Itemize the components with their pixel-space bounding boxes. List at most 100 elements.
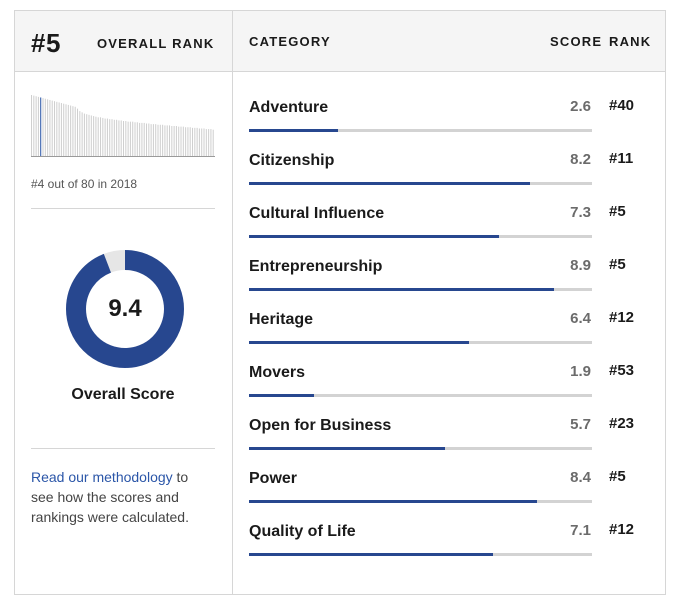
category-label: Movers xyxy=(249,364,306,381)
sparkline-bar xyxy=(178,126,180,157)
sparkline-bar xyxy=(54,101,56,157)
sparkline-bar xyxy=(118,120,120,157)
category-rank: #5 xyxy=(609,203,626,220)
category-label: Citizenship xyxy=(249,152,335,169)
section-divider xyxy=(31,448,215,449)
donut-score-arc xyxy=(66,250,184,368)
sparkline-bar xyxy=(109,119,111,157)
category-row: Entrepreneurship 8.9 #5 xyxy=(249,254,659,307)
sparkline-bar xyxy=(159,124,161,157)
sparkline-bar xyxy=(185,127,187,157)
sparkline-bar xyxy=(83,113,85,157)
category-rank: #12 xyxy=(609,521,635,538)
sparkline-bar xyxy=(113,119,115,157)
sparkline-bar xyxy=(205,129,207,157)
sparkline-bar xyxy=(70,105,72,157)
sparkline-bar xyxy=(65,104,67,157)
sparkline-bar xyxy=(47,99,49,157)
sparkline-bar xyxy=(104,118,106,157)
sparkline-bar xyxy=(77,108,79,157)
sparkline-bar xyxy=(125,121,127,157)
sparkline-bar xyxy=(164,125,166,157)
score-bar-track xyxy=(249,447,592,450)
category-row: Heritage 6.4 #12 xyxy=(249,307,659,360)
sparkline-bar xyxy=(201,128,203,157)
sparkline-bar xyxy=(63,103,65,157)
category-label: Open for Business xyxy=(249,417,392,434)
sparkline-bar xyxy=(100,117,102,157)
score-bar-track xyxy=(249,553,592,556)
column-divider xyxy=(232,11,233,594)
sparkline-bar xyxy=(74,106,76,157)
category-rank: #40 xyxy=(609,97,635,114)
sparkline-bar xyxy=(152,124,154,157)
sparkline-bar xyxy=(37,96,39,157)
category-score: 6.4 xyxy=(570,310,591,327)
sparkline-bar xyxy=(79,111,81,157)
sparkline-bar xyxy=(143,122,145,157)
category-score: 8.4 xyxy=(570,469,591,486)
sparkline-bar xyxy=(171,126,173,157)
score-bar-track xyxy=(249,394,592,397)
methodology-link[interactable]: Read our methodology xyxy=(31,469,173,485)
sparkline-bar xyxy=(120,120,122,157)
rank-column-header[interactable]: RANK xyxy=(609,34,652,49)
sparkline-bar xyxy=(148,123,150,157)
category-rank: #23 xyxy=(609,415,635,432)
sparkline-bar xyxy=(31,95,33,157)
score-bar-track xyxy=(249,288,592,291)
score-bar-track xyxy=(249,341,592,344)
category-score: 2.6 xyxy=(570,98,591,115)
score-bar-fill xyxy=(249,394,315,397)
sparkline-bar xyxy=(132,121,134,157)
sparkline-bar xyxy=(44,98,46,157)
sparkline-bar xyxy=(123,121,125,157)
methodology-note: Read our methodology to see how the scor… xyxy=(31,467,211,527)
category-label: Entrepreneurship xyxy=(249,258,383,275)
category-label: Cultural Influence xyxy=(249,205,385,222)
score-bar-fill xyxy=(249,341,469,344)
sparkline-bar xyxy=(136,122,138,157)
score-bar-fill xyxy=(249,553,493,556)
category-score: 8.9 xyxy=(570,257,591,274)
sparkline-bar xyxy=(127,121,129,157)
score-bar-fill xyxy=(249,235,500,238)
sparkline-bar xyxy=(60,103,62,157)
sparkline-bar xyxy=(139,122,141,157)
section-divider xyxy=(31,208,215,209)
category-label: Adventure xyxy=(249,99,329,116)
sparkline-bar xyxy=(72,106,74,157)
sparkline-bar xyxy=(42,98,44,157)
sparkline-bar xyxy=(141,122,143,157)
category-score: 7.1 xyxy=(570,522,591,539)
sparkline-bar xyxy=(81,112,83,157)
sparkline-bar xyxy=(198,128,200,157)
sparkline-bar xyxy=(169,125,171,157)
category-column-header[interactable]: CATEGORY xyxy=(249,34,331,49)
category-label: Heritage xyxy=(249,311,314,328)
sparkline-bar xyxy=(35,96,37,157)
sparkline-bar xyxy=(146,123,148,157)
sparkline-bar xyxy=(95,116,97,157)
previous-rank-note: #4 out of 80 in 2018 xyxy=(31,177,138,191)
sparkline-bar xyxy=(175,126,177,157)
sparkline-bar xyxy=(187,127,189,157)
sparkline-highlight-bar xyxy=(40,97,42,157)
category-rank: #5 xyxy=(609,256,626,273)
category-score: 5.7 xyxy=(570,416,591,433)
category-row: Adventure 2.6 #40 xyxy=(249,95,659,148)
category-score: 8.2 xyxy=(570,151,591,168)
sparkline-bar xyxy=(162,124,164,157)
category-rank: #53 xyxy=(609,362,635,379)
sparkline-bar xyxy=(33,95,35,157)
category-row: Movers 1.9 #53 xyxy=(249,360,659,413)
sparkline-bar xyxy=(93,116,95,157)
category-row: Open for Business 5.7 #23 xyxy=(249,413,659,466)
score-column-header[interactable]: SCORE xyxy=(550,34,603,49)
overall-rank-value: #5 xyxy=(31,28,61,58)
category-label: Quality of Life xyxy=(249,523,356,540)
score-bar-fill xyxy=(249,447,445,450)
sparkline-bar xyxy=(180,126,182,157)
sparkline-bar xyxy=(116,119,118,157)
sparkline-bar xyxy=(134,122,136,157)
